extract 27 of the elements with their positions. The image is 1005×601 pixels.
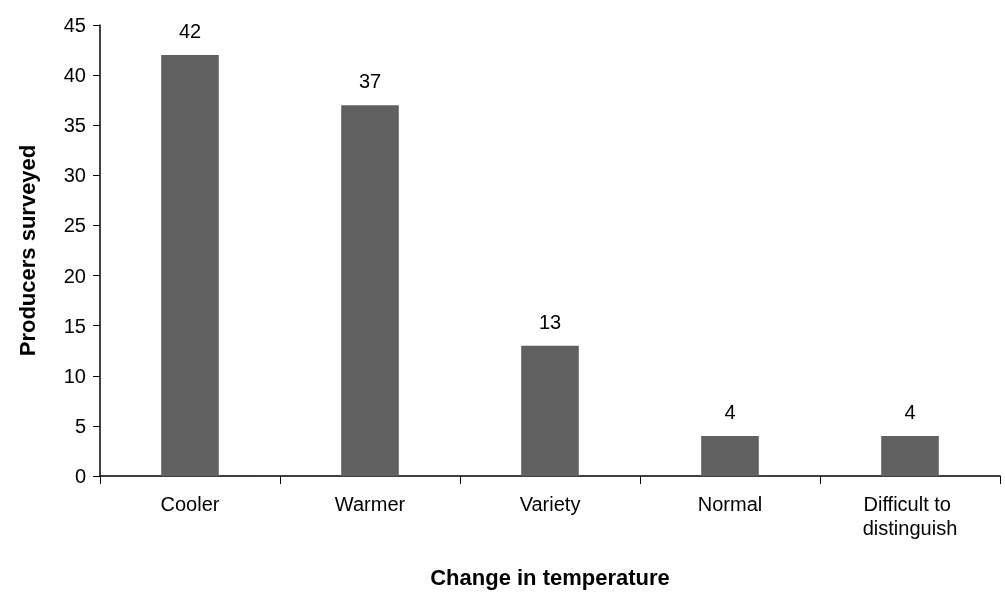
bar (521, 345, 579, 476)
data-label: 4 (724, 400, 736, 423)
y-tick-label: 25 (63, 214, 86, 237)
data-label: 37 (358, 70, 382, 93)
x-tick-label: Difficult to distinguish (862, 493, 958, 539)
x-tick-label: Cooler (160, 493, 220, 515)
x-tick-label: Variety (519, 493, 581, 515)
y-tick-label: 45 (63, 14, 86, 36)
y-axis-title: Producers surveyed (14, 144, 40, 357)
bar (341, 105, 399, 476)
bar (881, 435, 939, 476)
bar (161, 55, 219, 476)
y-tick-label: 40 (63, 64, 86, 87)
y-tick-label: 0 (74, 465, 86, 487)
y-tick-label: 5 (74, 414, 86, 437)
data-label: 4 (904, 400, 916, 423)
bar (701, 435, 759, 476)
y-tick-label: 20 (63, 264, 86, 287)
y-tick-label: 30 (63, 164, 86, 187)
x-axis-title: Change in temperature (430, 564, 670, 590)
y-tick-label: 35 (63, 114, 86, 137)
data-label: 42 (178, 20, 202, 43)
data-label: 13 (538, 310, 562, 333)
y-tick-label: 15 (63, 314, 86, 337)
x-tick-label: Warmer (334, 493, 406, 515)
x-tick-label: Normal (697, 493, 763, 515)
y-tick-label: 10 (63, 364, 86, 387)
